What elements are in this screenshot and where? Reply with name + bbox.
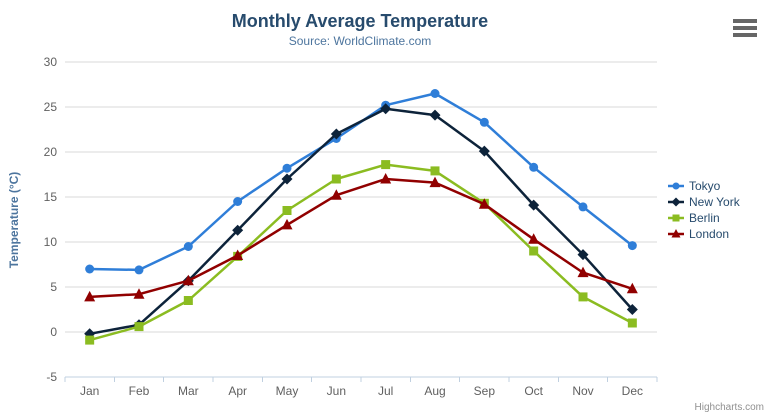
data-point[interactable] <box>478 145 490 157</box>
credits-link[interactable]: Highcharts.com <box>694 402 764 413</box>
y-axis-label: -5 <box>46 370 57 384</box>
data-point[interactable] <box>577 266 589 278</box>
data-point[interactable] <box>183 296 193 305</box>
x-axis-label: Nov <box>572 384 593 398</box>
data-point[interactable] <box>281 218 293 230</box>
y-axis-label: 0 <box>50 325 57 339</box>
data-point[interactable] <box>331 174 341 184</box>
legend-marker-circle-icon <box>672 182 680 190</box>
series-line <box>88 177 634 299</box>
y-axis-label: 20 <box>44 145 58 159</box>
data-point[interactable] <box>84 290 96 302</box>
data-point[interactable] <box>626 282 638 294</box>
data-point[interactable] <box>233 197 243 206</box>
y-axis-label: 25 <box>44 100 58 114</box>
x-axis-label: Oct <box>524 384 543 398</box>
y-axis-label: 30 <box>44 55 58 69</box>
x-axis-label: Sep <box>474 384 496 398</box>
x-axis-label: Jul <box>378 384 393 398</box>
data-point[interactable] <box>330 128 342 140</box>
x-axis-label: Jan <box>80 384 99 398</box>
hamburger-icon <box>733 19 757 37</box>
x-axis-label: May <box>276 384 299 398</box>
x-axis-label: Mar <box>178 384 199 398</box>
series-london[interactable] <box>84 173 638 302</box>
legend-item-london[interactable]: London <box>668 227 729 241</box>
data-point[interactable] <box>430 166 440 176</box>
legend-label: Tokyo <box>689 179 721 193</box>
x-axis-label: Aug <box>424 384 445 398</box>
y-axis-title: Temperature (°C) <box>7 171 21 269</box>
series-line <box>88 92 634 272</box>
data-point[interactable] <box>330 189 342 200</box>
y-axis-label: 5 <box>50 280 57 294</box>
series-line <box>88 107 634 336</box>
data-point[interactable] <box>281 173 293 185</box>
data-point[interactable] <box>529 246 539 256</box>
series-tokyo[interactable] <box>85 89 637 275</box>
data-point[interactable] <box>282 163 292 173</box>
data-point[interactable] <box>232 249 244 261</box>
y-axis-label: 15 <box>44 190 58 204</box>
legend-marker-triangle-icon <box>671 229 681 238</box>
data-point[interactable] <box>528 199 540 211</box>
data-point[interactable] <box>577 249 589 261</box>
legend-item-new-york[interactable]: New York <box>668 195 741 209</box>
legend-item-berlin[interactable]: Berlin <box>668 211 720 225</box>
legend-marker-diamond-icon <box>671 197 681 207</box>
hamburger-bar <box>733 19 757 23</box>
data-point[interactable] <box>529 162 539 172</box>
data-point[interactable] <box>627 318 637 328</box>
data-point[interactable] <box>183 242 193 251</box>
data-point[interactable] <box>380 173 392 184</box>
data-point[interactable] <box>627 241 637 251</box>
legend-item-tokyo[interactable]: Tokyo <box>668 179 721 193</box>
data-point[interactable] <box>282 206 292 215</box>
legend-label: London <box>689 227 729 241</box>
x-axis-label: Apr <box>228 384 247 398</box>
hamburger-bar <box>733 33 757 37</box>
data-point[interactable] <box>182 274 194 286</box>
legend-marker-square-icon <box>672 214 680 222</box>
data-point[interactable] <box>429 176 441 188</box>
series-line <box>88 163 634 342</box>
series-new-york[interactable] <box>84 103 638 340</box>
data-point[interactable] <box>380 103 392 115</box>
x-axis-label: Jun <box>327 384 346 398</box>
data-point[interactable] <box>429 109 441 121</box>
data-point[interactable] <box>85 335 95 345</box>
axes: -5 0 5 10 15 20 25 30 Jan Feb Mar Apr May Jun Jul Aug Se… <box>44 55 658 398</box>
export-menu-button[interactable] <box>733 19 757 37</box>
data-point[interactable] <box>85 264 95 274</box>
chart-subtitle: Source: WorldClimate.com <box>288 34 432 48</box>
x-axis-label: Dec <box>622 384 643 398</box>
data-point[interactable] <box>232 224 244 236</box>
data-point[interactable] <box>479 117 489 127</box>
data-point[interactable] <box>578 202 588 212</box>
hamburger-bar <box>733 26 757 30</box>
legend-label: Berlin <box>689 211 720 225</box>
data-point[interactable] <box>478 198 490 209</box>
data-point[interactable] <box>134 265 144 275</box>
chart-title: Monthly Average Temperature <box>231 11 489 31</box>
data-point[interactable] <box>381 160 391 170</box>
data-point[interactable] <box>578 292 588 302</box>
data-point[interactable] <box>133 288 145 299</box>
data-point[interactable] <box>430 89 440 98</box>
data-point[interactable] <box>528 233 540 244</box>
x-axis-label: Feb <box>129 384 150 398</box>
legend-label: New York <box>689 195 741 209</box>
data-point[interactable] <box>626 304 638 315</box>
data-point[interactable] <box>134 322 144 332</box>
y-axis-label: 10 <box>44 235 58 249</box>
